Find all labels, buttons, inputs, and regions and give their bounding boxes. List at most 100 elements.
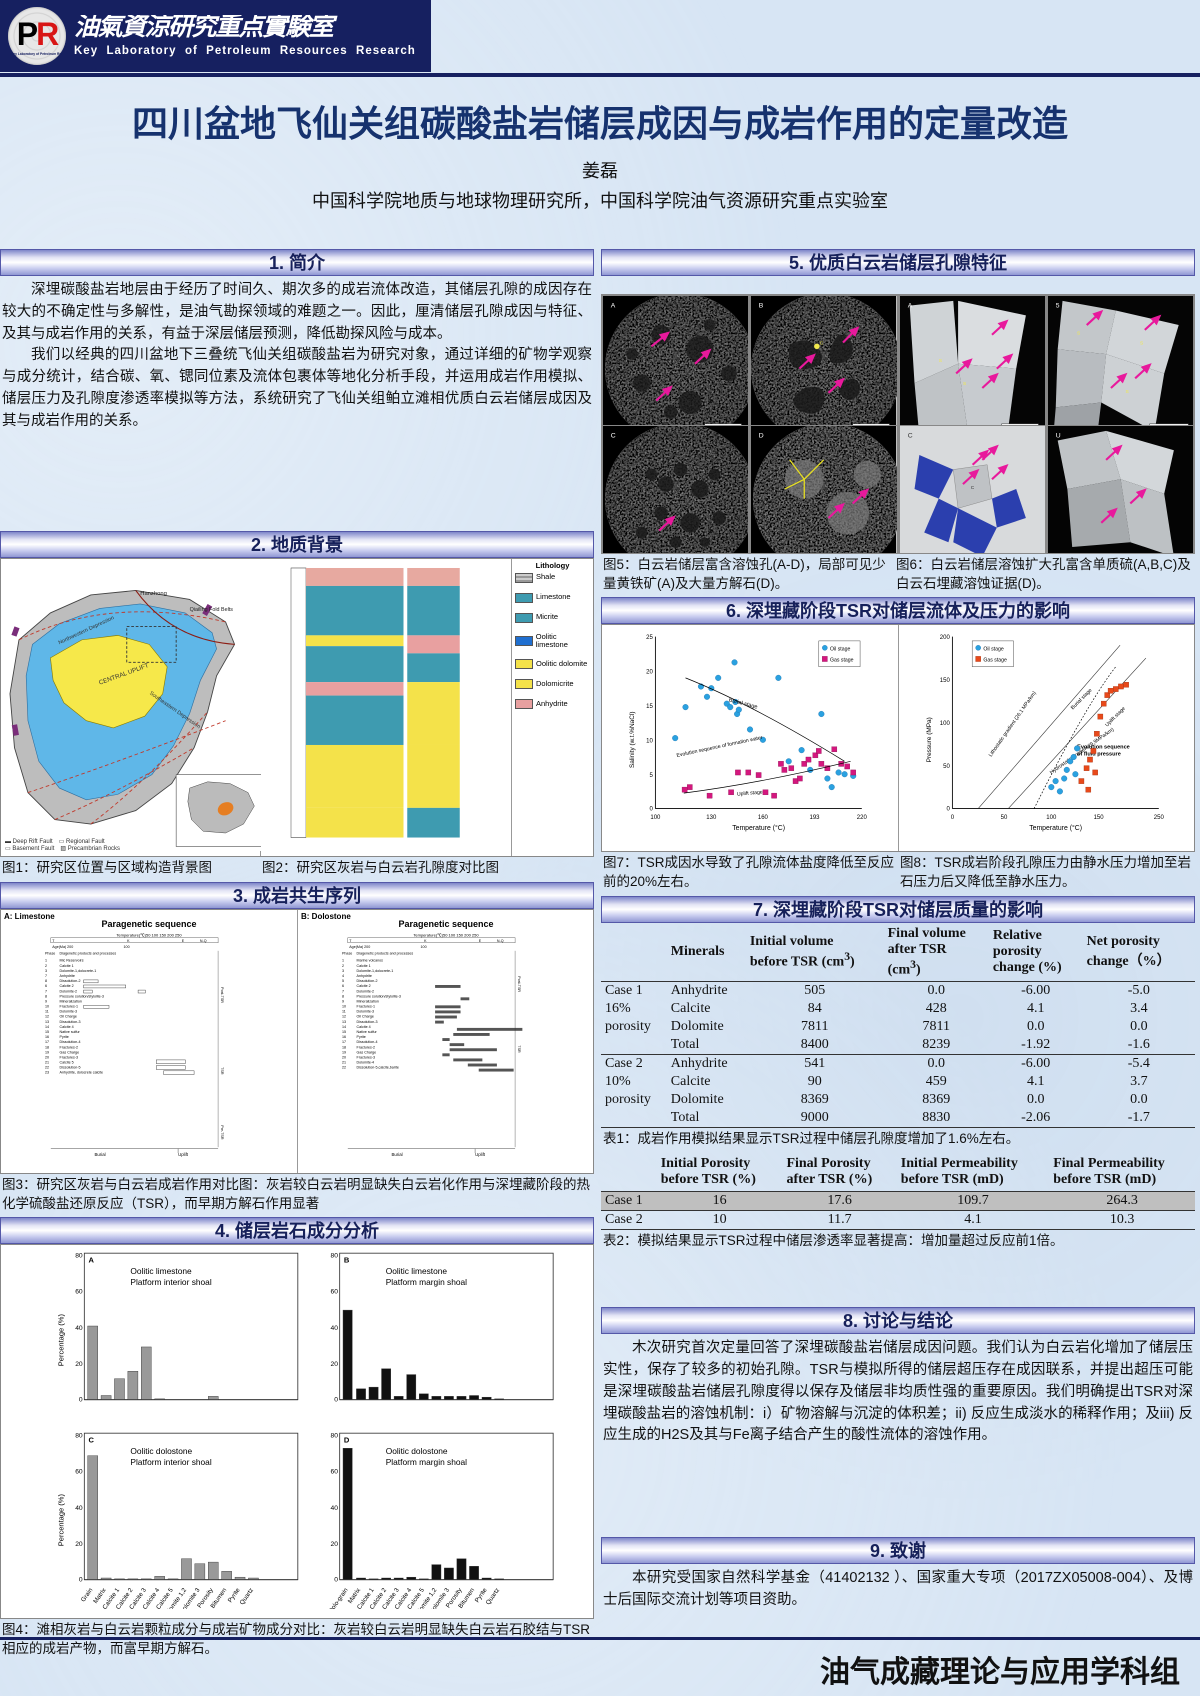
svg-text:12: 12 bbox=[45, 1015, 49, 1019]
svg-text:Fractures-3: Fractures-3 bbox=[60, 1055, 79, 1059]
svg-text:Platform margin shoal: Platform margin shoal bbox=[386, 1457, 467, 1467]
svg-text:18: 18 bbox=[342, 1045, 346, 1049]
svg-text:0: 0 bbox=[334, 1576, 338, 1583]
svg-text:160: 160 bbox=[758, 815, 769, 821]
svg-text:Uplift stage: Uplift stage bbox=[1104, 706, 1127, 729]
svg-text:25: 25 bbox=[646, 635, 653, 641]
svg-text:11: 11 bbox=[342, 1010, 346, 1014]
svg-text:Burial: Burial bbox=[391, 1152, 402, 1157]
svg-text:Quartz: Quartz bbox=[485, 1587, 502, 1606]
svg-text:Dissolution-2: Dissolution-2 bbox=[60, 979, 81, 983]
svg-text:15: 15 bbox=[45, 1030, 49, 1034]
svg-text:5: 5 bbox=[1055, 303, 1059, 310]
svg-text:C: C bbox=[807, 478, 811, 484]
svg-text:TSR: TSR bbox=[220, 1067, 224, 1075]
svg-text:0: 0 bbox=[334, 1396, 338, 1403]
svg-text:13: 13 bbox=[45, 1020, 49, 1024]
svg-text:Gas stage: Gas stage bbox=[983, 658, 1007, 664]
svg-text:Dolomite-4: Dolomite-4 bbox=[357, 1060, 375, 1064]
svg-text:150: 150 bbox=[940, 678, 951, 684]
svg-text:Evolution sequence: Evolution sequence bbox=[1077, 745, 1130, 751]
svg-text:Phase: Phase bbox=[342, 951, 352, 955]
svg-text:C: C bbox=[611, 432, 616, 439]
svg-text:A: A bbox=[907, 303, 912, 310]
svg-text:60: 60 bbox=[331, 1288, 339, 1295]
svg-text:Fractures-3: Fractures-3 bbox=[357, 1055, 376, 1059]
svg-text:Oil stage: Oil stage bbox=[830, 647, 850, 653]
svg-text:D: D bbox=[344, 1436, 350, 1445]
svg-text:80: 80 bbox=[331, 1252, 339, 1259]
svg-text:7: 7 bbox=[342, 989, 344, 993]
svg-text:N-Q: N-Q bbox=[497, 939, 504, 943]
svg-text:Dolomite-3: Dolomite-3 bbox=[60, 1010, 78, 1014]
svg-text:80: 80 bbox=[75, 1432, 83, 1439]
svg-text:3: 3 bbox=[45, 969, 47, 973]
svg-text:9: 9 bbox=[45, 999, 47, 1003]
svg-text:200: 200 bbox=[940, 635, 951, 641]
svg-text:T: T bbox=[349, 939, 352, 943]
svg-text:9: 9 bbox=[342, 999, 344, 1003]
svg-text:Oil stage: Oil stage bbox=[983, 647, 1003, 653]
svg-text:19: 19 bbox=[45, 1050, 49, 1054]
svg-text:Percentage (%): Percentage (%) bbox=[56, 1314, 65, 1367]
svg-text:8: 8 bbox=[342, 994, 344, 998]
svg-text:150: 150 bbox=[1094, 815, 1105, 821]
svg-text:40: 40 bbox=[75, 1505, 83, 1512]
svg-text:8: 8 bbox=[45, 979, 47, 983]
svg-text:Calcite 1: Calcite 1 bbox=[60, 964, 74, 968]
svg-text:40: 40 bbox=[331, 1505, 339, 1512]
svg-text:Oolitic limestone: Oolitic limestone bbox=[130, 1266, 192, 1276]
svg-text:8: 8 bbox=[45, 994, 47, 998]
svg-text:Quartz: Quartz bbox=[239, 1587, 256, 1606]
svg-text:Dissolution-5: Dissolution-5 bbox=[60, 1066, 81, 1070]
svg-text:Temperature(℃)50 100 1: Temperature(℃)50 100 150 200 250 bbox=[116, 932, 182, 937]
svg-text:E: E bbox=[182, 939, 185, 943]
svg-text:22: 22 bbox=[342, 1066, 346, 1070]
svg-text:S: S bbox=[1077, 331, 1080, 337]
svg-text:18: 18 bbox=[45, 1045, 49, 1049]
svg-text:22: 22 bbox=[45, 1066, 49, 1070]
svg-text:Temperature (°C): Temperature (°C) bbox=[732, 824, 785, 832]
svg-text:Oolitic dolostone: Oolitic dolostone bbox=[130, 1446, 192, 1456]
svg-text:10: 10 bbox=[646, 739, 653, 745]
svg-text:Post-TSR: Post-TSR bbox=[517, 976, 521, 992]
svg-text:Fractures-1: Fractures-1 bbox=[357, 1004, 376, 1008]
svg-text:Pyrite: Pyrite bbox=[357, 1035, 366, 1039]
svg-text:0: 0 bbox=[79, 1396, 83, 1403]
svg-text:15: 15 bbox=[342, 1030, 346, 1034]
svg-text:C: C bbox=[907, 432, 912, 439]
svg-text:40: 40 bbox=[331, 1325, 339, 1332]
svg-text:23: 23 bbox=[45, 1071, 49, 1075]
svg-text:10: 10 bbox=[342, 1004, 346, 1008]
svg-text:Dolomite-3: Dolomite-3 bbox=[357, 1010, 375, 1014]
svg-text:Native sulfur: Native sulfur bbox=[60, 1030, 81, 1034]
svg-text:100: 100 bbox=[124, 945, 130, 949]
svg-text:50: 50 bbox=[1001, 815, 1008, 821]
svg-text:Gas stage: Gas stage bbox=[830, 658, 854, 664]
svg-text:Evolution sequence of formatio: Evolution sequence of formation water bbox=[676, 735, 763, 759]
svg-text:U: U bbox=[1055, 432, 1060, 439]
svg-text:B: B bbox=[759, 303, 764, 310]
svg-text:12: 12 bbox=[342, 1015, 346, 1019]
svg-text:6: 6 bbox=[342, 984, 344, 988]
svg-text:0: 0 bbox=[951, 815, 955, 821]
svg-text:Dolomite-2: Dolomite-2 bbox=[60, 989, 78, 993]
svg-text:Dissolution-4: Dissolution-4 bbox=[357, 1040, 378, 1044]
svg-text:Dissolution-5,calcite,barite: Dissolution-5,calcite,barite bbox=[357, 1066, 399, 1070]
svg-text:Burial stage: Burial stage bbox=[1070, 688, 1094, 712]
svg-text:Salinity (w.t.%NaCl): Salinity (w.t.%NaCl) bbox=[629, 712, 636, 769]
svg-text:Mineralization: Mineralization bbox=[60, 999, 82, 1003]
svg-text:D: D bbox=[759, 432, 764, 439]
svg-text:Dolomite-2: Dolomite-2 bbox=[357, 989, 375, 993]
svg-text:15: 15 bbox=[646, 704, 653, 710]
svg-text:Dolomite-1,dolocrete-1: Dolomite-1,dolocrete-1 bbox=[60, 969, 97, 973]
svg-text:Gas Charge: Gas Charge bbox=[357, 1050, 377, 1054]
svg-text:4: 4 bbox=[342, 974, 344, 978]
svg-text:Qiailing Fold Belts: Qiailing Fold Belts bbox=[190, 607, 234, 613]
svg-text:Oolitic dolostone: Oolitic dolostone bbox=[386, 1446, 448, 1456]
svg-text:17: 17 bbox=[342, 1040, 346, 1044]
svg-text:Marine volcanos: Marine volcanos bbox=[357, 959, 384, 963]
svg-text:20: 20 bbox=[331, 1361, 339, 1368]
svg-text:100: 100 bbox=[940, 721, 951, 727]
svg-text:C: C bbox=[820, 340, 824, 346]
